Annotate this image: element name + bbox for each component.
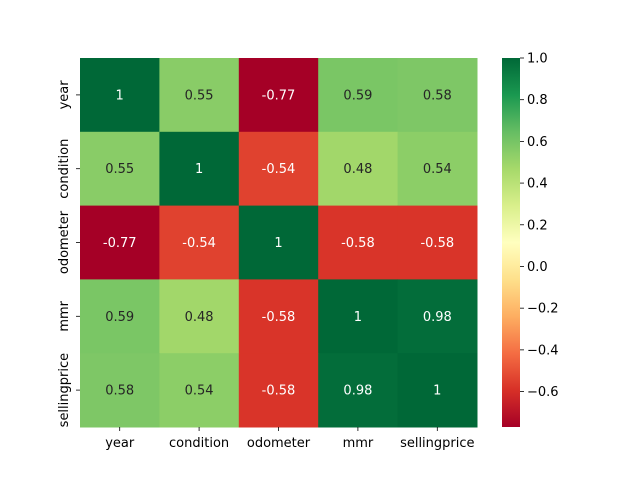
heatmap-cell [238, 353, 319, 428]
cell-annotation: -0.58 [341, 236, 375, 251]
heatmap-cell [238, 131, 319, 207]
heatmap-cell [397, 58, 478, 133]
x-tick-label: mmr [343, 436, 374, 451]
cell-annotation: 0.55 [105, 162, 134, 177]
heatmap-cell [80, 279, 160, 354]
colorbar-tick-label: −0.6 [527, 385, 559, 400]
heatmap-cell [80, 353, 160, 428]
heatmap-cell [397, 205, 478, 280]
colorbar-gradient [502, 58, 520, 427]
cell-annotation: 0.54 [423, 162, 452, 177]
x-tick-label: condition [169, 436, 229, 451]
y-tick-label: odometer [57, 210, 72, 274]
cell-annotation: 0.98 [423, 310, 452, 325]
cell-annotation: 1 [195, 162, 203, 177]
heatmap-cell [318, 131, 399, 207]
heatmap-cell [397, 131, 478, 207]
heatmap-cell [80, 131, 160, 207]
cell-annotation: 0.59 [105, 310, 134, 325]
cell-annotation: 1 [116, 88, 124, 103]
y-tick-label: year [57, 80, 72, 110]
heatmap-cells [80, 58, 478, 428]
x-axis-ticks: year condition odometer mmr sellingprice [105, 427, 475, 451]
colorbar-tick-label: −0.2 [527, 302, 559, 317]
heatmap-cell [238, 58, 319, 133]
cell-annotation: 1 [274, 236, 282, 251]
x-tick-label: odometer [247, 436, 311, 451]
cell-annotation: 0.48 [343, 162, 372, 177]
heatmap-cell [80, 58, 160, 133]
colorbar-tick-label: −0.4 [527, 343, 559, 358]
colorbar-tick-label: 0.6 [527, 135, 548, 150]
y-axis-ticks: year condition odometer mmr sellingprice [57, 80, 80, 427]
cell-annotation: 0.98 [343, 384, 372, 399]
cell-annotation: 0.54 [185, 384, 214, 399]
cell-annotation: -0.58 [420, 236, 454, 251]
colorbar-tick-label: 0.2 [527, 218, 548, 233]
cell-annotation: 0.48 [185, 310, 214, 325]
cell-annotation: -0.58 [262, 384, 296, 399]
colorbar-tick-label: 0.8 [527, 93, 548, 108]
heatmap-cell [318, 205, 399, 280]
heatmap-cell [238, 279, 319, 354]
heatmap-cell [318, 58, 399, 133]
colorbar: −0.6 −0.4 −0.2 0.0 0.2 0.4 0.6 0.8 1.0 [502, 52, 559, 427]
cell-annotation: -0.54 [262, 162, 296, 177]
cell-annotation: 0.59 [343, 88, 372, 103]
heatmap-cell [159, 58, 240, 133]
cell-annotation: -0.77 [103, 236, 137, 251]
colorbar-tick-label: 0.0 [527, 260, 548, 275]
cell-annotation: -0.58 [262, 310, 296, 325]
x-tick-label: year [105, 436, 135, 451]
heatmap-cell [159, 279, 240, 354]
heatmap-cell [159, 131, 240, 207]
cell-annotation: -0.77 [262, 88, 296, 103]
cell-annotation: 0.55 [185, 88, 214, 103]
heatmap-cell [318, 353, 399, 428]
colorbar-tick-label: 0.4 [527, 177, 548, 192]
cell-annotation: 1 [354, 310, 362, 325]
cell-annotation: -0.54 [182, 236, 216, 251]
y-tick-label: condition [57, 139, 72, 199]
heatmap-cell [318, 279, 399, 354]
cell-annotations: 1 0.55 -0.77 0.59 0.58 0.55 1 -0.54 0.48 0.54 -0.7… [103, 88, 454, 398]
heatmap-cell [397, 279, 478, 354]
cell-annotation: 0.58 [105, 384, 134, 399]
cell-annotation: 1 [433, 384, 441, 399]
heatmap-cell [159, 353, 240, 428]
y-tick-label: sellingprice [57, 353, 72, 427]
y-tick-label: mmr [57, 300, 72, 331]
colorbar-tick-label: 1.0 [527, 52, 548, 67]
heatmap-cell [238, 205, 319, 280]
cell-annotation: 0.58 [423, 88, 452, 103]
heatmap-cell [80, 205, 160, 280]
x-tick-label: sellingprice [400, 436, 474, 451]
heatmap-cell [159, 205, 240, 280]
heatmap-cell [397, 353, 478, 428]
